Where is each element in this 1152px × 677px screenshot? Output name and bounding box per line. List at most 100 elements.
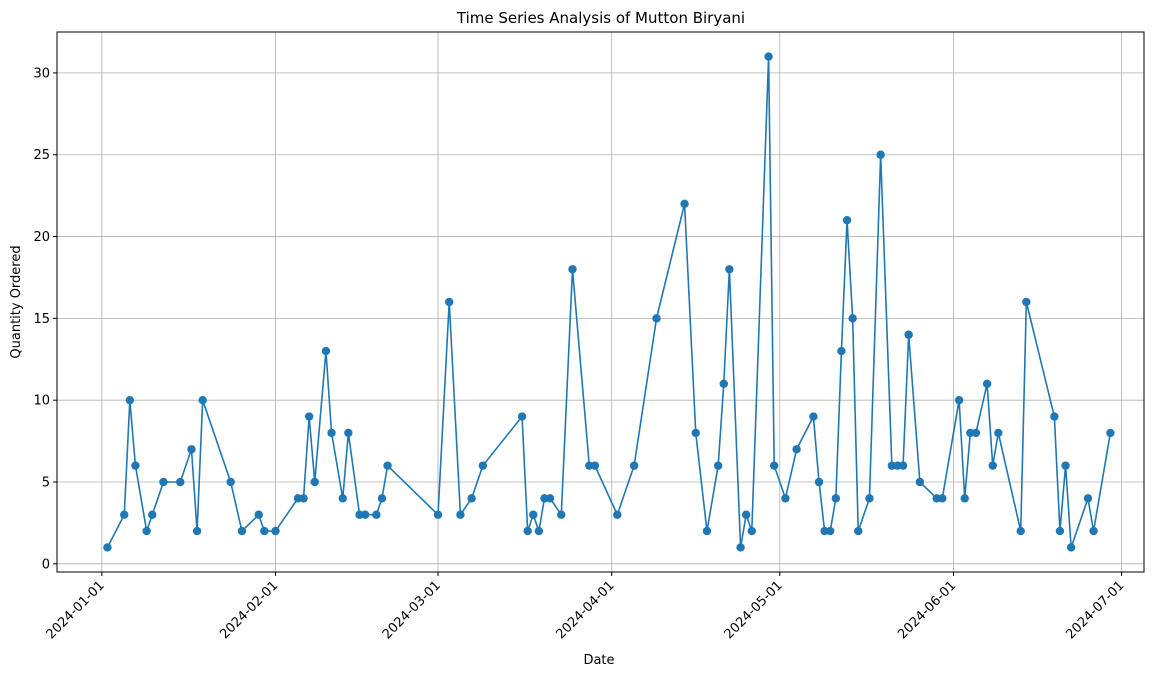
- data-point: [271, 526, 280, 536]
- y-tick-label: 30: [33, 66, 50, 81]
- data-point: [960, 494, 969, 503]
- data-point: [814, 477, 824, 487]
- data-point: [713, 461, 723, 470]
- y-tick-label: 15: [33, 312, 50, 327]
- data-point: [198, 395, 207, 405]
- data-point: [1022, 297, 1031, 307]
- data-point: [1089, 526, 1098, 536]
- y-tick-label: 5: [42, 476, 50, 491]
- data-point: [725, 265, 734, 274]
- data-point: [1055, 526, 1065, 536]
- y-tick-label: 25: [33, 148, 50, 163]
- chart-title: Time Series Analysis of Mutton Biryani: [456, 9, 745, 27]
- data-point: [226, 477, 235, 487]
- data-point: [445, 297, 454, 307]
- data-point: [545, 494, 555, 503]
- series-layer: [103, 52, 1115, 552]
- data-point: [254, 510, 263, 519]
- data-point: [456, 510, 465, 519]
- data-point: [467, 494, 476, 503]
- data-point: [176, 477, 185, 487]
- data-point: [433, 510, 443, 519]
- data-point: [652, 314, 661, 323]
- data-point: [187, 445, 196, 454]
- x-tick-label: 2024-06-01: [895, 578, 959, 642]
- data-point: [691, 428, 700, 438]
- x-tick-label: 2024-02-01: [217, 578, 281, 642]
- grid-lines: [57, 32, 1144, 572]
- data-point: [377, 494, 387, 503]
- data-point: [304, 412, 314, 421]
- data-point: [741, 510, 751, 519]
- data-point: [478, 461, 488, 470]
- data-point: [338, 494, 347, 503]
- data-point: [702, 526, 712, 536]
- x-tick-label: 2024-01-01: [44, 578, 108, 642]
- data-point: [517, 412, 527, 421]
- data-point: [988, 461, 997, 470]
- data-point: [344, 428, 353, 438]
- x-tick-label: 2024-07-01: [1063, 578, 1127, 642]
- data-point: [613, 510, 622, 519]
- y-axis-ticks: 0 5 10 15 20 25 30: [33, 66, 57, 572]
- data-point: [680, 199, 689, 209]
- data-point: [770, 461, 779, 470]
- data-point: [876, 150, 885, 159]
- plot-area-frame: [56, 31, 1145, 573]
- data-point: [1106, 428, 1115, 438]
- data-point: [831, 494, 841, 503]
- y-tick-label: 0: [42, 557, 50, 572]
- y-tick-label: 20: [33, 230, 50, 245]
- data-point: [523, 526, 532, 536]
- data-point: [848, 314, 857, 323]
- data-point: [915, 477, 925, 487]
- data-point: [125, 395, 135, 405]
- series-line: [106, 55, 1112, 549]
- data-point: [865, 494, 874, 503]
- data-point: [1066, 543, 1076, 552]
- data-point: [1061, 461, 1070, 470]
- data-point: [747, 526, 756, 536]
- data-point: [826, 526, 835, 536]
- data-point: [954, 395, 964, 405]
- data-point: [159, 477, 168, 487]
- data-point: [809, 412, 818, 421]
- data-point: [736, 543, 745, 552]
- data-point: [148, 510, 157, 519]
- data-point: [260, 526, 269, 536]
- data-point: [103, 543, 112, 552]
- x-axis-ticks: 2024-01-01 2024-02-01 2024-03-01 2024-04-01…: [44, 572, 1127, 642]
- data-point: [310, 477, 319, 487]
- data-point: [854, 526, 863, 536]
- data-point: [1050, 412, 1059, 421]
- data-point: [383, 461, 392, 470]
- data-point: [568, 265, 577, 274]
- data-point: [904, 330, 913, 339]
- data-point: [372, 510, 381, 519]
- data-point: [534, 526, 544, 536]
- data-point: [237, 526, 247, 536]
- data-point: [1083, 494, 1093, 503]
- data-point: [629, 461, 639, 470]
- data-point: [719, 379, 728, 389]
- data-point: [837, 346, 846, 356]
- data-point: [131, 461, 140, 470]
- data-point: [842, 215, 852, 225]
- data-point: [781, 494, 790, 503]
- data-point: [590, 461, 600, 470]
- data-point: [557, 510, 566, 519]
- y-axis-label: Quantity Ordered: [9, 245, 24, 358]
- data-point: [938, 494, 947, 503]
- data-point: [792, 445, 801, 454]
- x-axis-label: Date: [583, 653, 614, 668]
- data-point: [971, 428, 981, 438]
- data-point: [1016, 526, 1025, 536]
- data-point: [898, 461, 908, 470]
- data-point: [120, 510, 129, 519]
- x-tick-label: 2024-04-01: [553, 578, 617, 642]
- data-point: [982, 379, 992, 389]
- data-point: [192, 526, 202, 536]
- x-tick-label: 2024-05-01: [722, 578, 786, 642]
- data-point: [764, 52, 773, 61]
